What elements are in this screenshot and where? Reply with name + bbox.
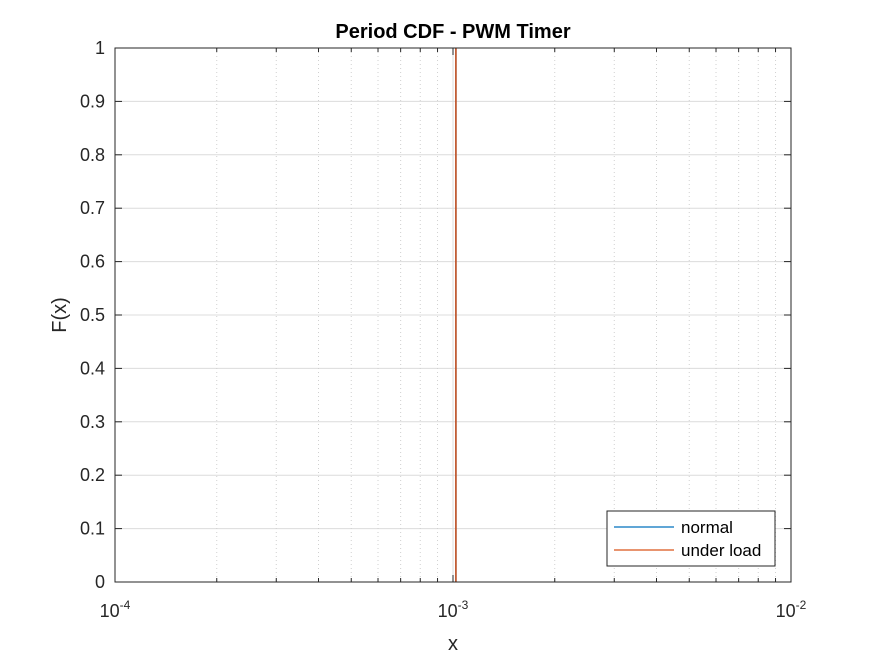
y-tick-label: 1 xyxy=(95,38,105,58)
legend-label-1: under load xyxy=(681,541,761,560)
y-tick-label: 0.2 xyxy=(80,465,105,485)
y-tick-label: 0.6 xyxy=(80,252,105,272)
y-axis-label: F(x) xyxy=(49,297,71,333)
y-tick-label: 0.8 xyxy=(80,145,105,165)
chart-title: Period CDF - PWM Timer xyxy=(335,21,570,43)
legend-box xyxy=(606,510,776,567)
grid-lines xyxy=(115,48,791,582)
x-tick-exponent: -4 xyxy=(120,598,131,612)
y-tick-label: 0.9 xyxy=(80,91,105,111)
x-tick-exponent: -3 xyxy=(458,598,469,612)
y-tick-label: 0.3 xyxy=(80,412,105,432)
x-tick-exponent: -2 xyxy=(796,598,807,612)
x-axis-label: x xyxy=(448,633,458,655)
tick-marks xyxy=(114,47,792,583)
y-tick-label: 0.7 xyxy=(80,198,105,218)
y-tick-label: 0.5 xyxy=(80,305,105,325)
legend-label-0: normal xyxy=(681,518,733,537)
legend: normal under load xyxy=(606,510,776,567)
y-tick-label: 0 xyxy=(95,572,105,592)
x-tick-labels: 10-4 10-3 10-2 xyxy=(100,598,807,621)
y-tick-labels: 0 0.1 0.2 0.3 0.4 0.5 0.6 0.7 0.8 0.9 1 xyxy=(80,38,105,592)
y-tick-label: 0.1 xyxy=(80,519,105,539)
y-tick-label: 0.4 xyxy=(80,358,105,378)
